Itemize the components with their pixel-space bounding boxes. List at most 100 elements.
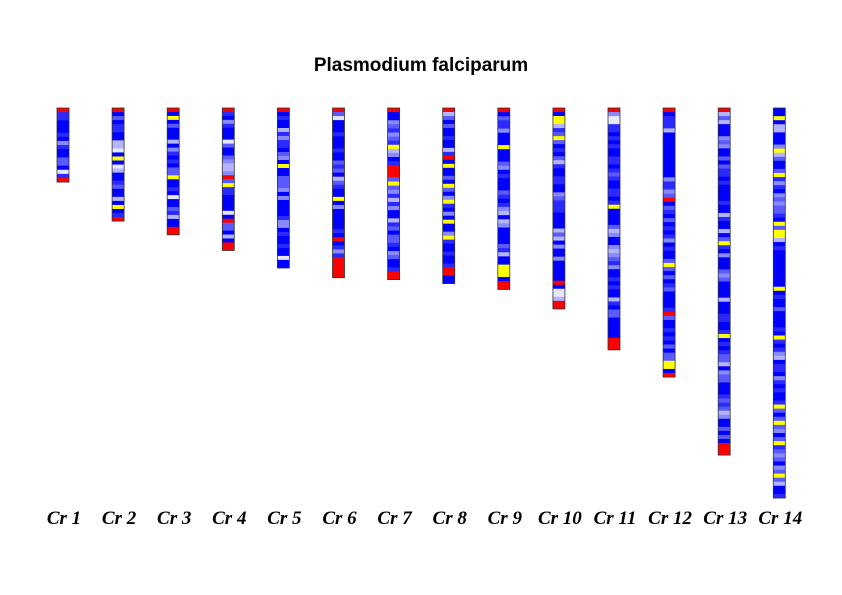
- chromosome-segment: [497, 268, 510, 274]
- chromosome-segment: [277, 143, 290, 149]
- chromosome-segment: [663, 116, 676, 121]
- chromosome-segment: [497, 182, 510, 187]
- chromosome-label: Cr 1: [47, 508, 81, 529]
- chromosome-segment: [387, 193, 400, 199]
- chromosome-segment: [277, 108, 290, 113]
- chromosome-segment: [442, 275, 455, 280]
- chromosome-segment: [387, 275, 400, 280]
- chromosome-segment: [663, 226, 676, 231]
- chromosome-segment: [497, 285, 510, 290]
- chromosome-segment: [112, 160, 125, 165]
- chromosome-segment: [167, 175, 180, 180]
- chromosome-segment: [222, 210, 235, 216]
- chromosome-segment: [167, 159, 180, 164]
- chromosome-segment: [387, 230, 400, 236]
- chromosome-segment: [167, 115, 180, 121]
- chromosome-segment: [57, 108, 69, 113]
- chromosome-segment: [167, 108, 180, 113]
- chromosome-segment: [718, 438, 731, 444]
- chromosome-segment: [552, 108, 565, 113]
- chromosome-segment: [663, 120, 676, 125]
- chromosome-segment: [773, 420, 786, 426]
- chromosome-segment: [718, 176, 731, 182]
- chromosome-segment: [497, 264, 510, 270]
- chromosome-segment: [552, 148, 565, 153]
- chromosome-segment: [57, 136, 69, 142]
- chromosome-label: Cr 7: [377, 508, 413, 529]
- chromosome-segment: [718, 265, 731, 270]
- chromosome-segment: [497, 169, 510, 175]
- chromosome-segment: [773, 270, 786, 275]
- chromosome-segment: [608, 285, 620, 290]
- chromosome-segment: [497, 178, 510, 183]
- chromosome-segment: [663, 368, 676, 374]
- chromosome-segment: [718, 434, 731, 440]
- chromosome-segment: [663, 181, 676, 186]
- chromosome-segment: [663, 112, 676, 117]
- chromosome-segment: [552, 280, 565, 286]
- chromosome-segment: [773, 355, 786, 361]
- chromosome-segment: [57, 124, 69, 129]
- chromosome-label: Cr 10: [538, 508, 582, 529]
- chromosome-segment: [497, 186, 510, 191]
- chromosome-segment: [222, 115, 235, 121]
- chromosome-segment: [773, 392, 786, 397]
- chromosome-segment: [663, 148, 676, 154]
- chromosome-segment: [552, 160, 565, 165]
- chromosome-segment: [277, 135, 290, 141]
- chromosome-segment: [442, 187, 455, 193]
- chromosome-segment: [387, 246, 400, 252]
- chromosome-segment: [718, 164, 731, 169]
- chromosome-segment: [332, 265, 345, 270]
- chromosome-segment: [718, 148, 731, 153]
- chromosome-segment: [332, 213, 345, 218]
- chromosome-segment: [442, 203, 455, 209]
- chromosome-segment: [663, 271, 676, 276]
- chromosome-segment: [663, 242, 676, 248]
- chromosome-segment: [222, 108, 235, 113]
- chromosome-segment: [167, 187, 180, 192]
- chromosome-segment: [387, 210, 400, 215]
- chromosome-segment: [718, 346, 731, 351]
- chromosome-segment: [332, 192, 345, 198]
- chromosome-segment: [773, 262, 786, 267]
- chromosome-segment: [222, 143, 235, 148]
- chromosome-segment: [773, 266, 786, 271]
- chromosome-segment: [718, 394, 731, 399]
- chromosome-segment: [718, 301, 731, 307]
- chromosome-outline: [221, 107, 235, 251]
- chromosome-segment: [442, 219, 455, 225]
- chromosome-5: [276, 107, 290, 269]
- chromosome-segment: [608, 321, 620, 327]
- chromosome-segment: [608, 281, 620, 286]
- chromosome-outline: [607, 107, 621, 351]
- chromosome-segment: [608, 216, 620, 222]
- chromosome-segment: [773, 156, 786, 162]
- chromosome-2: [111, 107, 125, 222]
- chromosome-segment: [222, 131, 235, 137]
- chromosome-segment: [552, 196, 565, 201]
- chromosome-segment: [277, 155, 290, 161]
- chromosome-segment: [718, 451, 731, 456]
- chromosome-segment: [718, 192, 731, 198]
- chromosome-segment: [222, 175, 235, 180]
- chromosome-segment: [497, 153, 510, 158]
- chromosome-segment: [387, 124, 400, 129]
- chromosome-segment: [718, 208, 731, 214]
- chromosome-segment: [773, 229, 786, 235]
- chromosome-segment: [663, 344, 676, 349]
- chromosome-segment: [718, 426, 731, 432]
- chromosome-segment: [277, 139, 290, 145]
- chromosome-segment: [663, 185, 676, 190]
- chromosome-segment: [773, 136, 786, 141]
- chromosome-segment: [773, 274, 786, 280]
- chromosome-segment: [387, 128, 400, 133]
- chromosome-segment: [718, 200, 731, 206]
- chromosome-segment: [608, 265, 620, 270]
- chromosome-segment: [773, 445, 786, 450]
- chromosome-segment: [332, 108, 345, 113]
- chromosome-segment: [277, 131, 290, 137]
- chromosome-segment: [497, 202, 510, 208]
- chromosome-segment: [718, 329, 731, 335]
